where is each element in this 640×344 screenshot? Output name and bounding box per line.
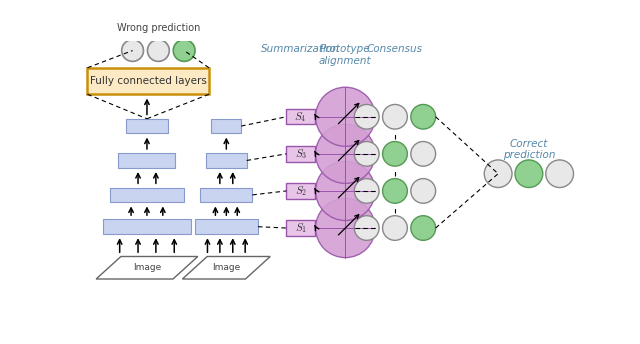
Bar [126,119,168,133]
Text: Fully connected layers: Fully connected layers [90,76,207,86]
Text: $S_2$: $S_2$ [294,184,307,198]
Ellipse shape [355,141,379,166]
Ellipse shape [316,161,375,221]
Ellipse shape [383,179,407,203]
Ellipse shape [383,141,407,166]
Ellipse shape [122,40,143,61]
Bar [195,219,258,234]
Text: $S_3$: $S_3$ [294,147,307,161]
Ellipse shape [484,160,512,187]
FancyBboxPatch shape [88,68,209,94]
Text: Image: Image [212,263,241,272]
Text: Wrong prediction: Wrong prediction [116,23,200,33]
Ellipse shape [411,105,436,129]
Ellipse shape [411,216,436,240]
Ellipse shape [355,105,379,129]
Text: Correct
prediction: Correct prediction [502,139,555,160]
Ellipse shape [355,216,379,240]
Ellipse shape [355,179,379,203]
Bar [118,153,175,168]
Bar [110,187,184,202]
Bar [200,187,252,202]
Text: Image: Image [133,263,161,272]
FancyBboxPatch shape [286,146,315,162]
Ellipse shape [173,40,195,61]
Bar [103,219,191,234]
Ellipse shape [316,198,375,258]
Ellipse shape [147,40,169,61]
Ellipse shape [383,216,407,240]
Text: Prototype
alignment: Prototype alignment [319,44,372,65]
FancyBboxPatch shape [286,183,315,198]
Text: Consensus: Consensus [367,44,423,54]
Ellipse shape [546,160,573,187]
Text: $S_1$: $S_1$ [294,221,307,235]
Text: Summarization: Summarization [261,44,340,54]
Bar [211,119,241,133]
FancyBboxPatch shape [286,221,315,236]
Ellipse shape [316,124,375,183]
FancyBboxPatch shape [286,109,315,125]
Ellipse shape [411,179,436,203]
Text: $S_4$: $S_4$ [294,110,307,124]
Ellipse shape [411,141,436,166]
Ellipse shape [515,160,543,187]
Polygon shape [96,257,198,279]
Polygon shape [182,257,270,279]
Bar [206,153,246,168]
Ellipse shape [383,105,407,129]
Ellipse shape [316,87,375,146]
